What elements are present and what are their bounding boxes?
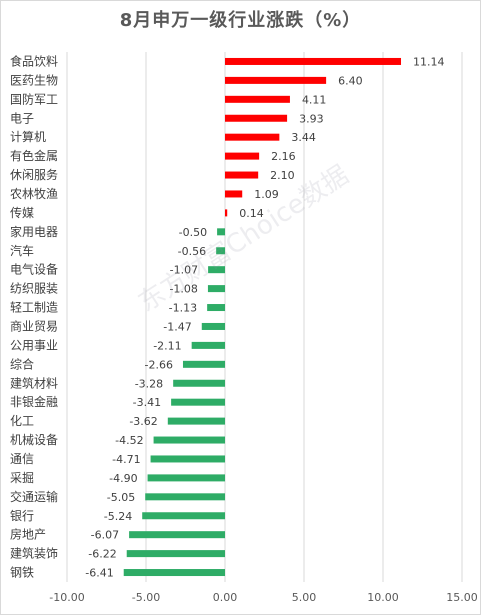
x-tick-label: 5.00 (292, 591, 317, 604)
bar (207, 285, 225, 293)
data-label: -3.41 (133, 396, 161, 409)
bar (225, 114, 288, 122)
bar (201, 322, 225, 330)
data-label: -6.22 (88, 548, 116, 561)
category-label: 机械设备 (10, 432, 58, 447)
data-label: -1.13 (169, 302, 197, 315)
category-label: 食品饮料 (10, 53, 58, 68)
category-label: 商业贸易 (10, 318, 58, 333)
bar (123, 569, 225, 577)
category-label: 采掘 (10, 470, 34, 485)
data-label: -0.56 (178, 245, 206, 258)
data-label: -4.71 (112, 453, 140, 466)
bar (153, 436, 225, 444)
category-label: 有色金属 (10, 148, 58, 163)
bar (129, 531, 225, 539)
category-label: 传媒 (10, 205, 34, 220)
data-label: 3.93 (299, 112, 324, 125)
category-label: 汽车 (10, 243, 34, 258)
bar (216, 247, 225, 255)
data-label: -1.07 (170, 264, 198, 277)
bar (145, 493, 225, 501)
bar (225, 57, 402, 65)
category-label: 农林牧渔 (10, 187, 58, 201)
data-label: -4.90 (109, 472, 137, 485)
category-label: 医药生物 (10, 73, 58, 87)
category-label: 建筑装饰 (10, 546, 58, 561)
category-label: 国防军工 (10, 91, 58, 106)
category-label: 综合 (10, 356, 34, 371)
data-label: -3.62 (129, 415, 157, 428)
category-label: 电气设备 (10, 262, 58, 277)
category-label: 化工 (10, 414, 34, 428)
category-label: 非银金融 (10, 394, 58, 409)
x-tick-label: 15.00 (446, 591, 478, 604)
bar (225, 95, 290, 103)
data-label: 6.40 (338, 74, 363, 87)
category-label: 轻工制造 (10, 301, 58, 315)
bar (191, 341, 225, 349)
data-label: 11.14 (413, 55, 445, 68)
bar (225, 190, 243, 198)
category-label: 公用事业 (10, 338, 58, 352)
bar (225, 209, 228, 217)
category-label: 银行 (10, 509, 34, 523)
bar (208, 266, 225, 274)
bar (167, 417, 225, 425)
bar (217, 228, 225, 236)
category-label: 钢铁 (10, 566, 34, 580)
category-label: 建筑材料 (10, 375, 58, 390)
data-label: -2.66 (145, 358, 173, 371)
data-label: -0.50 (179, 226, 207, 239)
bar (225, 171, 259, 179)
x-tick-label: 0.00 (213, 591, 238, 604)
data-label: -1.08 (169, 283, 197, 296)
category-label: 房地产 (10, 527, 46, 542)
data-label: 0.14 (239, 207, 264, 220)
category-label: 交通运输 (10, 489, 58, 504)
bar (182, 360, 225, 368)
category-label: 纺织服装 (10, 282, 58, 296)
bar (225, 76, 327, 84)
data-label: 1.09 (254, 188, 278, 201)
bar (142, 512, 225, 520)
data-label: -5.05 (107, 491, 135, 504)
x-tick-label: 10.00 (367, 591, 399, 604)
bar (150, 455, 225, 463)
x-tick-label: -10.00 (49, 591, 84, 604)
chart-title: 8月申万一级行业涨跌（%） (119, 10, 362, 31)
bar (225, 152, 260, 160)
data-label: 2.16 (271, 150, 296, 163)
data-label: -6.41 (85, 567, 113, 580)
category-label: 计算机 (10, 129, 46, 144)
bar (126, 550, 225, 558)
data-label: -1.47 (163, 320, 191, 333)
data-label: 2.10 (270, 169, 295, 182)
data-label: -5.24 (104, 510, 132, 523)
bar (147, 474, 225, 482)
bar (171, 398, 225, 406)
data-label: 3.44 (291, 131, 316, 144)
category-label: 电子 (10, 111, 34, 125)
bar (225, 133, 280, 141)
bar (173, 379, 225, 387)
x-tick-label: -5.00 (132, 591, 160, 604)
data-label: -2.11 (153, 339, 181, 352)
category-label: 休闲服务 (10, 167, 58, 182)
category-label: 家用电器 (10, 224, 58, 239)
data-label: -4.52 (115, 434, 143, 447)
data-label: -3.28 (135, 377, 163, 390)
bar (207, 304, 225, 312)
category-label: 通信 (10, 452, 34, 466)
data-label: -6.07 (91, 529, 119, 542)
data-label: 4.11 (302, 93, 327, 106)
